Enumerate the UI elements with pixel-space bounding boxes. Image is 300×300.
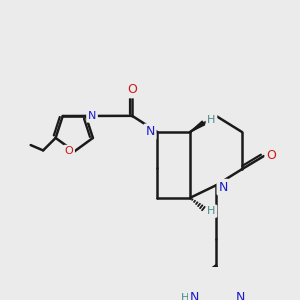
Text: H: H [207,115,216,125]
Text: H: H [207,206,216,216]
Text: N: N [190,291,199,300]
Text: O: O [266,149,276,162]
Text: N: N [145,125,155,138]
Text: N: N [218,181,228,194]
Text: O: O [127,83,137,97]
Text: N: N [88,111,96,121]
Text: N: N [236,291,246,300]
Text: O: O [64,146,73,157]
Polygon shape [190,121,205,132]
Text: H: H [181,292,189,300]
